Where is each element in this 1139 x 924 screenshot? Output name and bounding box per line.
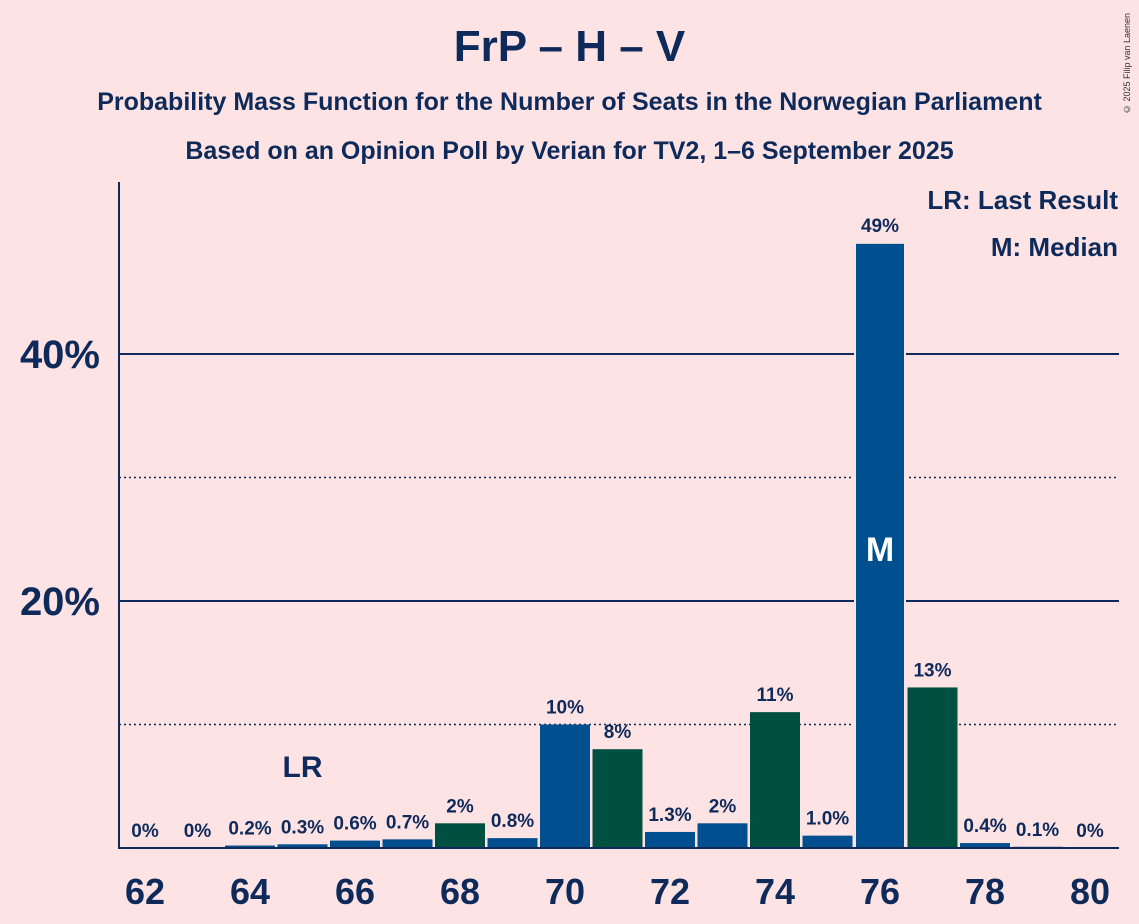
value-label-75: 1.0% [806,809,849,830]
bar-64 [225,845,275,848]
value-label-67: 0.7% [386,812,429,833]
bar-75 [802,835,853,848]
value-label-66: 0.6% [333,814,376,835]
bar-78 [960,843,1010,848]
x-tick-label-72: 72 [650,871,690,912]
value-label-65: 0.3% [281,817,324,838]
value-label-76: 49% [861,216,899,237]
bar-68 [435,823,485,848]
median-marker: M [866,531,894,569]
bar-69 [487,838,538,848]
bar-70 [540,724,590,848]
value-label-78: 0.4% [963,816,1006,837]
value-label-73: 2% [709,796,737,817]
value-label-71: 8% [604,722,632,743]
bar-74 [750,712,800,848]
value-label-70: 10% [546,698,584,719]
bar-76 [854,241,906,850]
value-label-80: 0% [1076,821,1104,842]
legend-last-result: LR: Last Result [927,185,1118,215]
bar-66 [330,840,380,848]
value-label-77: 13% [913,660,951,681]
x-tick-label-62: 62 [125,871,165,912]
bar-65 [277,844,328,848]
value-label-63: 0% [184,821,212,842]
bar-77 [907,687,958,848]
value-label-69: 0.8% [491,811,534,832]
x-tick-label-70: 70 [545,871,585,912]
y-tick-label-40: 40% [20,333,100,377]
bar-72 [645,831,695,848]
chart-title: FrP – H – V [453,22,686,71]
x-tick-label-78: 78 [965,871,1005,912]
legend-median: M: Median [990,232,1118,262]
bar-67 [382,839,433,848]
value-label-72: 1.3% [648,805,691,826]
value-label-64: 0.2% [228,819,271,840]
value-label-74: 11% [757,685,794,706]
last-result-marker: LR [283,751,323,784]
chart-subtitle-poll: Based on an Opinion Poll by Verian for T… [185,137,954,165]
x-tick-label-68: 68 [440,871,480,912]
value-label-68: 2% [446,796,474,817]
y-tick-label-20: 20% [20,580,100,624]
bar-71 [592,749,643,848]
value-label-62: 0% [131,821,159,842]
x-tick-label-80: 80 [1070,871,1110,912]
x-tick-label-76: 76 [860,871,900,912]
x-tick-label-74: 74 [755,871,795,912]
chart-subtitle: Probability Mass Function for the Number… [97,88,1042,116]
x-tick-label-64: 64 [230,871,270,912]
bar-73 [697,823,748,848]
value-label-79: 0.1% [1016,820,1059,841]
x-tick-label-66: 66 [335,871,375,912]
